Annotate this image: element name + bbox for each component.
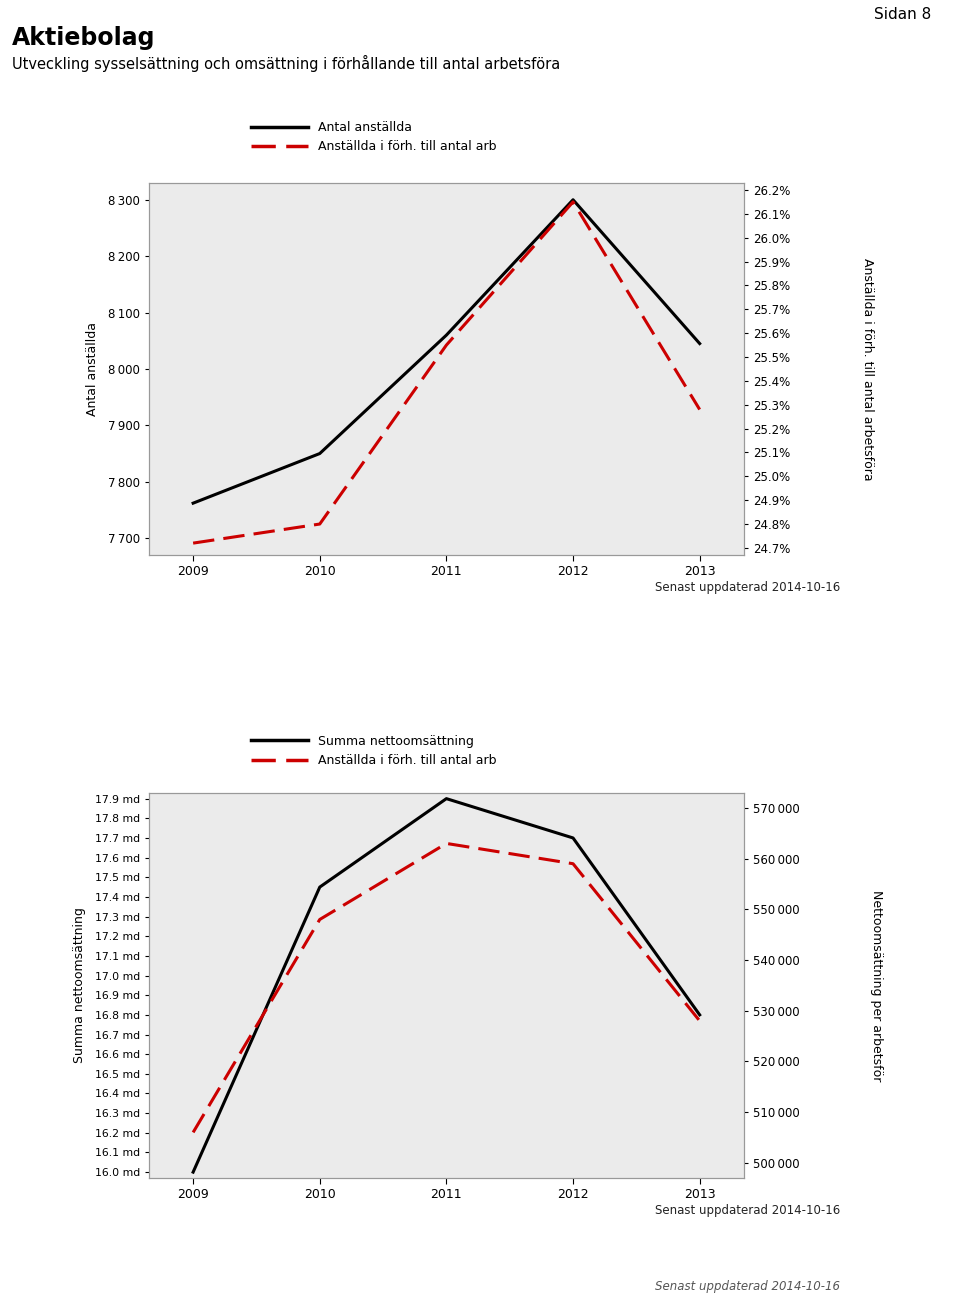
Text: Senast uppdaterad 2014-10-16: Senast uppdaterad 2014-10-16 [655,1204,840,1217]
Y-axis label: Summa nettoomsättning: Summa nettoomsättning [73,908,86,1063]
Legend: Antal anställda, Anställda i förh. till antal arb: Antal anställda, Anställda i förh. till … [247,116,501,158]
Text: Senast uppdaterad 2014-10-16: Senast uppdaterad 2014-10-16 [655,581,840,594]
Text: Utveckling sysselsättning och omsättning i förhållande till antal arbetsföra: Utveckling sysselsättning och omsättning… [12,55,560,72]
Text: Aktiebolag: Aktiebolag [12,26,155,50]
Y-axis label: Anställda i förh. till antal arbetsföra: Anställda i förh. till antal arbetsföra [861,257,874,481]
Legend: Summa nettoomsättning, Anställda i förh. till antal arb: Summa nettoomsättning, Anställda i förh.… [247,730,501,772]
Y-axis label: Antal anställda: Antal anställda [86,323,99,415]
Y-axis label: Nettoomsättning per arbetsför: Nettoomsättning per arbetsför [870,889,883,1081]
Text: Sidan 8: Sidan 8 [874,7,931,22]
Text: Senast uppdaterad 2014-10-16: Senast uppdaterad 2014-10-16 [655,1280,840,1293]
